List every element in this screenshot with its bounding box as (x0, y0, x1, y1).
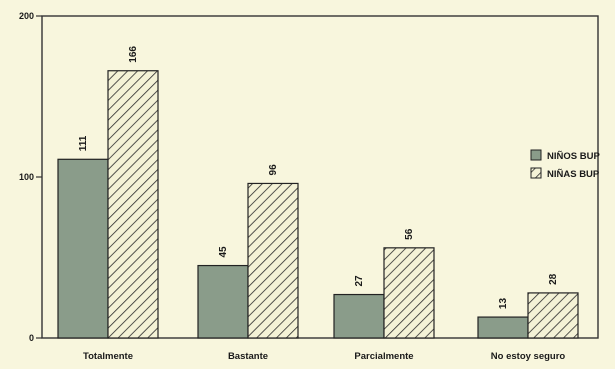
data-label: 28 (548, 273, 559, 285)
bar-ninas-bup (107, 70, 159, 339)
y-tick-label: 0 (29, 333, 34, 343)
legend-label-ninas: NIÑAS BUP (547, 169, 600, 180)
data-label: 96 (268, 164, 279, 176)
bar-ninos-bup (57, 158, 109, 339)
data-label: 13 (498, 298, 509, 310)
legend-label-ninos: NIÑOS BUP (547, 151, 600, 162)
bar-ninas-bup (247, 182, 299, 339)
bar-ninos-bup (197, 264, 249, 339)
bar-ninas-bup (527, 292, 579, 339)
bar-ninos-bup (477, 316, 529, 339)
data-label: 166 (128, 46, 139, 63)
data-label: 56 (404, 228, 415, 240)
bar-ninas-bup (383, 247, 435, 339)
data-label: 27 (354, 275, 365, 287)
x-tick-label: No estoy seguro (491, 351, 566, 362)
legend-swatch-ninos (530, 149, 542, 161)
x-tick-label: Bastante (228, 351, 268, 362)
x-tick-label: Totalmente (83, 351, 133, 362)
data-label: 111 (78, 135, 89, 151)
y-tick-label: 100 (19, 172, 34, 182)
bar-ninos-bup (333, 293, 385, 339)
y-tick-label: 200 (19, 11, 34, 21)
x-tick-label: Parcialmente (354, 351, 413, 362)
legend-swatch-ninas (530, 167, 542, 179)
data-label: 45 (218, 246, 229, 258)
